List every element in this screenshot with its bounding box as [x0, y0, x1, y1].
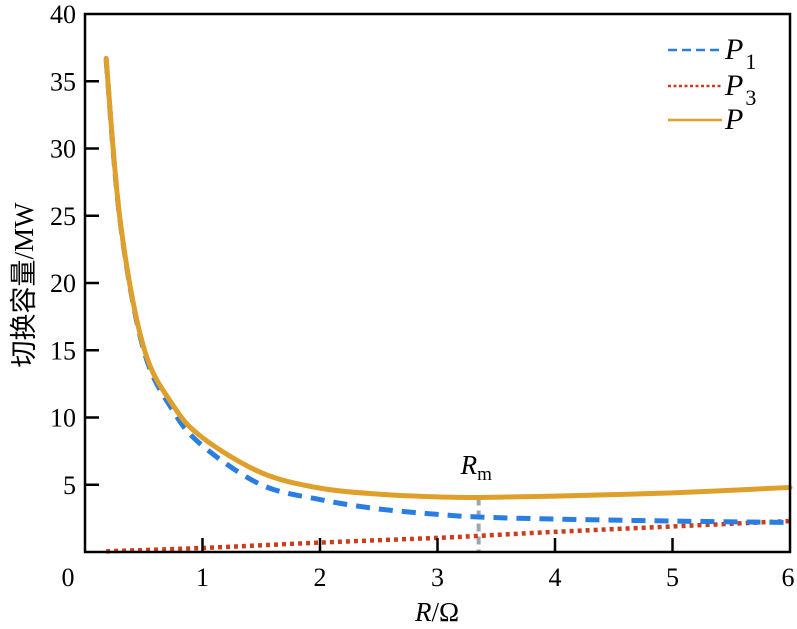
legend-label: P — [724, 103, 743, 136]
legend-item-p: P — [668, 103, 743, 136]
y-axis-title-text: 切换容量/MW — [9, 202, 39, 368]
x-axis-title: R/Ω — [414, 597, 459, 627]
series-p-line — [103, 55, 793, 501]
legend-item-p3: P3 — [668, 69, 756, 110]
y-tick-label: 15 — [50, 336, 76, 365]
y-tick-label: 5 — [63, 471, 76, 500]
y-tick-label: 20 — [50, 269, 76, 298]
rm-label: Rm — [460, 450, 493, 485]
x-tick-label: 2 — [314, 563, 327, 592]
rm-annotation: Rm — [460, 450, 493, 485]
x-tick-label: 3 — [431, 563, 444, 592]
legend-label: P3 — [724, 69, 756, 110]
y-tick-label: 40 — [50, 0, 76, 29]
y-tick-label: 25 — [50, 202, 76, 231]
axis-ticks: 0 1 2 3 4 5 6 5 10 15 20 25 30 35 40 — [50, 0, 795, 592]
y-tick-label: 35 — [50, 67, 76, 96]
series-p3-line — [106, 518, 791, 554]
y-tick-label: 30 — [50, 135, 76, 164]
legend-label: P1 — [724, 33, 756, 74]
series-p1-line — [103, 59, 791, 525]
x-tick-label: 0 — [62, 563, 75, 592]
x-tick-label: 6 — [782, 563, 795, 592]
x-tick-label: 4 — [549, 563, 562, 592]
plot-area — [103, 55, 793, 554]
y-tick-label: 10 — [50, 404, 76, 433]
y-axis-title: 切换容量/MW — [9, 202, 39, 368]
plot-frame — [83, 12, 792, 554]
legend-item-p1: P1 — [668, 33, 756, 74]
x-tick-label: 5 — [666, 563, 679, 592]
x-tick-label: 1 — [196, 563, 209, 592]
